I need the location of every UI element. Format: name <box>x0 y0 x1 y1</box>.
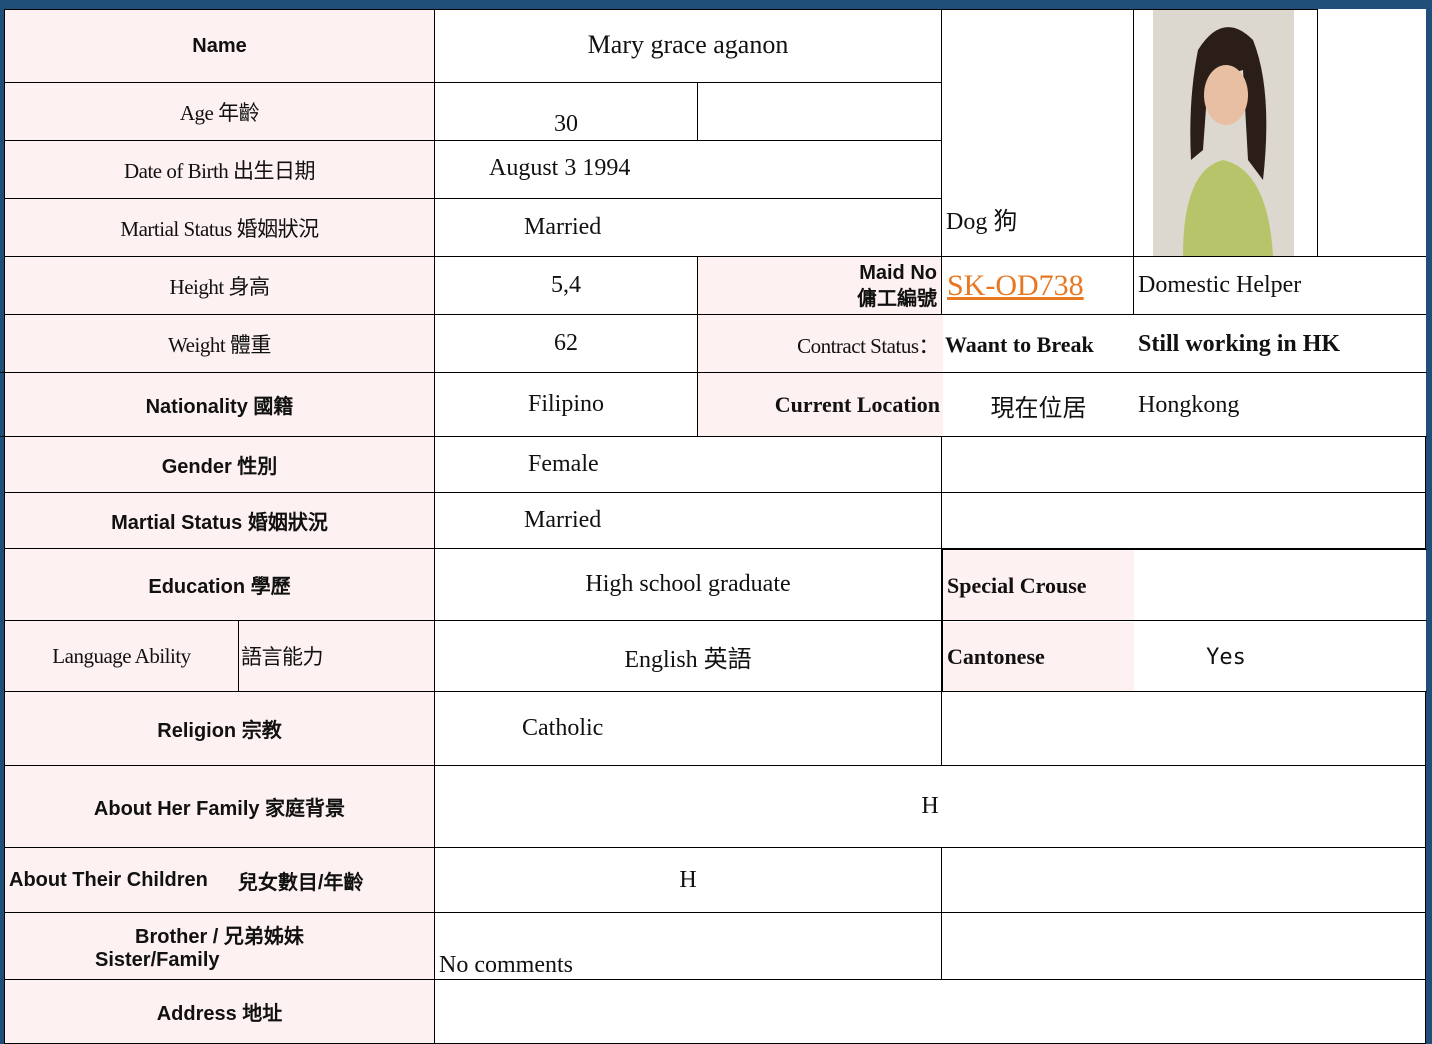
label: 兄弟姊妹 <box>223 926 304 948</box>
rule <box>0 372 1427 373</box>
label: Cantonese <box>943 622 1134 692</box>
label: Current Location <box>698 373 943 437</box>
photo <box>1153 10 1294 256</box>
label: Brother / <box>135 926 219 948</box>
label: Address 地址 <box>4 979 435 1044</box>
label: Weight 體重 <box>4 314 435 373</box>
label-line: Brother / 兄弟姊妹 <box>95 920 304 949</box>
rule <box>942 549 943 692</box>
value: Female <box>434 436 942 493</box>
empty-cell <box>941 691 1426 766</box>
label: Date of Birth 出生日期 <box>4 140 435 199</box>
label: About Their Children <box>9 868 208 891</box>
label: Martial Status 婚姻狀況 <box>4 492 435 549</box>
value: No comments <box>434 912 942 980</box>
value: 62 <box>434 314 698 373</box>
label: 語言能力 <box>238 620 435 692</box>
value: Filipino <box>434 372 698 437</box>
value: H <box>434 847 942 913</box>
label: About Her Family 家庭背景 <box>4 765 435 848</box>
top-bar <box>0 0 1432 9</box>
value: Dog 狗 <box>941 9 1134 257</box>
rule <box>942 620 1427 621</box>
value: Domestic Helper <box>1133 256 1426 315</box>
label: Contract Status： <box>698 315 943 374</box>
empty-cell <box>941 847 1426 913</box>
value: English 英語 <box>434 620 942 692</box>
label: Sister/Family <box>95 949 220 971</box>
label-cell: Maid No 傭工編號 <box>697 256 942 315</box>
rule <box>942 549 1427 550</box>
value: August 3 1994 <box>434 140 942 199</box>
empty-cell <box>941 912 1426 980</box>
label-cell: Brother / 兄弟姊妹 Sister/Family <box>4 912 435 980</box>
photo-cell <box>1133 9 1318 257</box>
empty-cell <box>941 492 1426 549</box>
empty-cell <box>1134 550 1426 621</box>
value: H <box>434 765 1426 848</box>
empty-cell <box>697 82 942 141</box>
value: Mary grace aganon <box>434 9 942 83</box>
label: Name <box>4 9 435 83</box>
label: 現在位居 <box>990 393 1087 422</box>
label: 兒女數目/年齡 <box>237 871 364 894</box>
right-edge <box>1426 0 1432 1044</box>
value: 5,4 <box>434 256 698 315</box>
left-edge <box>0 0 5 1044</box>
label-cell: About Their Children 兒女數目/年齡 <box>4 847 435 913</box>
empty-cell <box>941 436 1426 493</box>
label: Nationality 國籍 <box>4 372 435 437</box>
label: Religion 宗教 <box>4 691 435 766</box>
value: High school graduate <box>434 548 942 621</box>
empty-cell <box>434 979 1426 1044</box>
label: Special Crouse <box>943 550 1134 621</box>
value: 30 <box>434 82 698 141</box>
value: Yes <box>1206 644 1246 670</box>
value: Married <box>434 492 942 549</box>
rule <box>942 691 1427 692</box>
label: Gender 性別 <box>4 436 435 493</box>
maid-no-link[interactable]: SK-OD738 <box>941 256 1134 315</box>
label: Height 身高 <box>4 256 435 315</box>
value: Married <box>434 198 942 257</box>
label: 傭工編號 <box>857 287 937 310</box>
label: Language Ability <box>4 620 239 692</box>
rule <box>0 436 1427 437</box>
value: Waant to Break <box>945 331 1094 357</box>
label: Age 年齡 <box>4 82 435 141</box>
value: Hongkong <box>1138 391 1240 418</box>
label: Maid No <box>859 261 937 284</box>
value: Still working in HK <box>1138 331 1341 357</box>
value: Catholic <box>434 691 942 766</box>
label: Martial Status 婚姻狀況 <box>4 198 435 257</box>
label: Education 學歷 <box>4 548 435 621</box>
